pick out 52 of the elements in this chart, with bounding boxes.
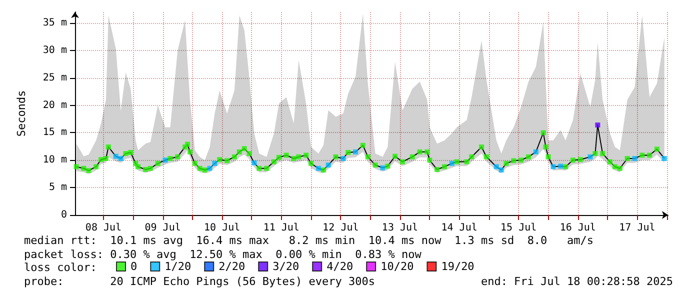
point xyxy=(449,160,454,166)
x-tick-label: 15 Jul xyxy=(500,222,537,234)
legend-label: 4/20 xyxy=(326,260,354,273)
point xyxy=(533,149,538,154)
y-tick-label: 25 m xyxy=(42,72,67,84)
text: median rtt: 10.1 ms avg 16.4 ms max 8.2 ms min 10.4 ms now 1.3 ms sd 8.0 am/s xyxy=(24,234,594,247)
point xyxy=(316,166,321,171)
x-tick-label: 12 Jul xyxy=(322,222,359,234)
legend-title: loss color: xyxy=(24,261,97,274)
point xyxy=(595,122,600,128)
legend-label: 0 xyxy=(130,260,138,273)
y-tick-label: 20 m xyxy=(42,100,67,111)
x-tick-label: 10 Jul xyxy=(204,222,240,234)
point xyxy=(252,160,257,166)
legend-label: 3/20 xyxy=(272,260,300,273)
y-axis-title: Seconds xyxy=(15,90,28,137)
x-tick-label: 13 Jul xyxy=(382,222,418,234)
point xyxy=(632,156,638,161)
x-tick-label: 16 Jul xyxy=(560,222,596,234)
point xyxy=(212,160,218,166)
text: probe: 20 ICMP Echo Pings (56 Bytes) every 300s xyxy=(24,275,375,288)
point xyxy=(662,156,667,161)
legend-label: 19/20 xyxy=(441,260,474,273)
y-tick-label: 35 m xyxy=(42,17,67,28)
y-tick-label: 5 m xyxy=(48,182,67,194)
text: end: Fri Jul 18 00:28:58 2025 xyxy=(480,275,674,288)
x-tick-label: 14 Jul xyxy=(441,222,478,234)
legend-label: 2/20 xyxy=(218,260,246,273)
point xyxy=(162,158,168,163)
point xyxy=(588,154,593,160)
point xyxy=(550,164,556,170)
point xyxy=(207,166,212,171)
y-tick-label: 0 xyxy=(60,210,67,220)
point xyxy=(340,156,346,161)
point xyxy=(558,164,564,169)
point xyxy=(326,162,331,168)
point xyxy=(498,168,504,173)
x-tick-label: 17 Jul xyxy=(619,222,656,234)
legend-label: 10/20 xyxy=(380,260,414,273)
point xyxy=(113,154,118,159)
point xyxy=(118,156,124,161)
x-tick-label: 08 Jul xyxy=(85,222,122,234)
y-tick-label: 30 m xyxy=(42,44,67,56)
text: packet loss: 0.30 % avg 12.50 % max 0.00 % min 0.83 % now xyxy=(24,248,422,261)
legend-label: 1/20 xyxy=(164,260,192,273)
x-tick-label: 09 Jul xyxy=(144,222,181,234)
y-tick-label: 10 m xyxy=(42,154,67,166)
x-tick-label: 11 Jul xyxy=(263,222,300,234)
y-tick-label: 15 m xyxy=(42,127,67,138)
point xyxy=(353,149,358,154)
point xyxy=(380,165,386,170)
point xyxy=(494,164,499,170)
